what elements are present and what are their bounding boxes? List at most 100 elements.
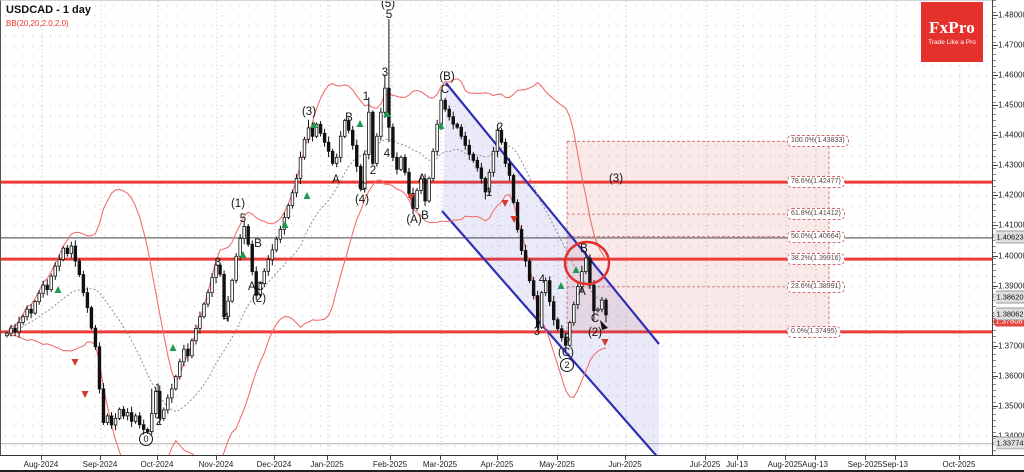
price-axis-minor-ticks: [993, 0, 996, 455]
price-tick-label: 1.36000: [998, 371, 1024, 381]
sell-signal-arrow-icon: [71, 359, 79, 366]
wave-label: 5: [239, 213, 247, 225]
candle-body: [531, 280, 536, 297]
price-tick-mark: [993, 45, 998, 47]
candle-body: [41, 284, 45, 294]
candle-body: [137, 415, 142, 426]
candle-body: [580, 271, 584, 288]
candle-body: [596, 308, 600, 312]
fib-level-label: 50.0%(1.40664): [787, 230, 845, 243]
candle-body: [367, 111, 371, 155]
price-tick-label: 1.43000: [998, 160, 1024, 170]
fxpro-logo: FxPro Trade Like a Pro: [921, 2, 983, 62]
candle-body: [234, 255, 238, 281]
time-tick-label: Apr-2025: [480, 460, 514, 469]
wave-label: 3: [381, 67, 389, 79]
candle-body: [302, 138, 307, 158]
indicator-label: BB(20,20,2.0,2.0): [6, 19, 69, 28]
price-tick-mark: [993, 75, 998, 77]
candle-body: [214, 264, 218, 279]
candle-body: [109, 415, 114, 426]
candle-body: [21, 316, 25, 323]
wave-label: (3): [301, 106, 317, 118]
candle-body: [198, 316, 202, 329]
candle-body: [178, 361, 182, 377]
candle-body: [479, 167, 484, 179]
price-tick-label: 1.34000: [998, 431, 1024, 441]
wave-label: A: [418, 173, 426, 185]
time-axis[interactable]: Aug-2024 Sep-2024 Oct-2024 Nov-2024 Dec-2024…: [0, 455, 1024, 470]
candle-body: [238, 238, 242, 257]
candle-body: [383, 87, 387, 113]
time-tick-mark: [557, 456, 558, 460]
time-tick-mark: [497, 456, 498, 460]
time-tick-label: May-2025: [539, 460, 575, 469]
candle-body: [387, 87, 391, 128]
price-tick-label: 1.41000: [998, 220, 1024, 230]
price-tick-label: 1.40000: [998, 251, 1024, 261]
time-tick-mark: [274, 456, 275, 460]
chart-plot-area[interactable]: 0 1 2 3 4 (1) 5 B AC (2) (3) A B C (4) 1 2 3 4 (5) 5 (A) B A C (B…: [0, 0, 992, 455]
time-tick-mark: [815, 456, 816, 460]
time-tick-mark: [390, 456, 391, 460]
time-tick-mark: [625, 456, 626, 460]
candle-body: [69, 245, 74, 254]
wave-label: (B): [439, 71, 455, 83]
candle-body: [45, 284, 49, 291]
candle-body: [141, 424, 146, 430]
wave-label: 2: [496, 122, 504, 134]
candle-body: [65, 247, 69, 254]
time-tick-label: Aug-2024: [23, 460, 59, 469]
time-tick-label: Sep-2025: [847, 460, 883, 469]
buy-signal-arrow-icon: [572, 266, 580, 273]
candle-body: [85, 292, 90, 309]
time-tick-mark: [737, 456, 738, 460]
chart-canvas: [1, 1, 992, 455]
candle-body: [355, 144, 359, 167]
candle-body: [491, 150, 496, 173]
price-tick-mark: [993, 405, 998, 407]
price-tick-mark: [993, 375, 998, 377]
wave-label: 4: [538, 274, 546, 286]
candle-body: [182, 348, 186, 363]
candle-body: [471, 153, 476, 161]
candle-body: [411, 193, 415, 209]
candle-body: [13, 327, 17, 333]
candle-body: [206, 292, 210, 305]
candle-body: [572, 304, 576, 324]
buy-signal-arrow-icon: [383, 110, 391, 117]
time-tick-label: Dec-2024: [256, 460, 292, 469]
price-tick-label: 1.45000: [998, 100, 1024, 110]
price-tick-mark: [993, 195, 998, 197]
candle-body: [351, 129, 355, 146]
current-price-badge: 1.37808: [993, 315, 1024, 327]
buy-signal-arrow-icon: [303, 192, 311, 199]
candle-body: [576, 286, 580, 306]
candle-body: [330, 150, 335, 164]
wave-label: 5: [563, 333, 571, 345]
time-tick-mark: [895, 456, 896, 460]
time-tick-mark: [705, 456, 706, 460]
candle-body: [604, 299, 608, 316]
candle-body: [592, 284, 596, 312]
price-tick-mark: [993, 225, 998, 227]
fib-level-label: 78.6%(1.42477): [787, 176, 845, 189]
price-tick-label: 1.48000: [998, 10, 1024, 20]
candle-body: [584, 257, 588, 272]
fxpro-logo-text: FxPro: [928, 18, 975, 37]
candle-body: [33, 301, 37, 314]
fib-level-label: 0.0%(1.37495): [787, 325, 841, 338]
candle-body: [447, 108, 451, 118]
channel-fill: [442, 83, 659, 455]
price-axis[interactable]: 1.48000 1.47000 1.46000 1.45000 1.44000 1.430…: [992, 0, 1024, 455]
candle-body: [246, 226, 250, 245]
buy-signal-arrow-icon: [239, 251, 247, 258]
candle-body: [338, 135, 343, 158]
candle-body: [423, 178, 427, 202]
candle-body: [568, 322, 572, 346]
candle-body: [154, 390, 158, 414]
time-tick-label: Oct-2025: [942, 460, 976, 469]
price-tick-label: 1.42000: [998, 190, 1024, 200]
candle-body: [443, 99, 447, 110]
